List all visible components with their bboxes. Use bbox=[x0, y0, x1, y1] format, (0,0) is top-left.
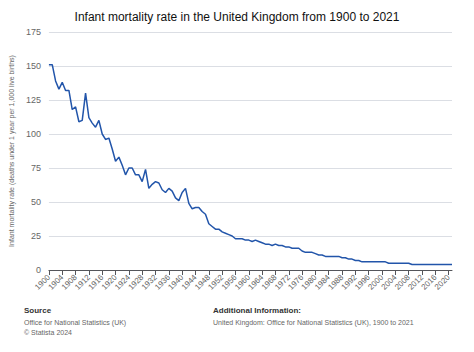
svg-text:1900: 1900 bbox=[33, 272, 53, 292]
svg-text:1972: 1972 bbox=[273, 272, 292, 292]
svg-text:Infant mortality rate (deaths: Infant mortality rate (deaths under 1 ye… bbox=[8, 55, 16, 247]
svg-text:75: 75 bbox=[31, 163, 41, 173]
svg-text:2000: 2000 bbox=[366, 272, 386, 292]
svg-text:1904: 1904 bbox=[46, 272, 66, 292]
svg-text:Office for National Statistics: Office for National Statistics (UK) bbox=[24, 319, 126, 327]
svg-text:1980: 1980 bbox=[299, 272, 319, 292]
svg-text:1924: 1924 bbox=[113, 272, 132, 292]
svg-text:1992: 1992 bbox=[339, 272, 359, 292]
svg-text:Source: Source bbox=[24, 306, 52, 315]
svg-text:1912: 1912 bbox=[73, 272, 93, 292]
svg-text:1960: 1960 bbox=[233, 272, 252, 292]
svg-text:1988: 1988 bbox=[326, 272, 346, 292]
svg-text:100: 100 bbox=[26, 129, 41, 139]
svg-text:1984: 1984 bbox=[313, 272, 332, 292]
svg-text:1928: 1928 bbox=[126, 272, 146, 292]
svg-text:1996: 1996 bbox=[353, 272, 372, 292]
svg-text:1956: 1956 bbox=[219, 272, 239, 292]
svg-text:1968: 1968 bbox=[259, 272, 279, 292]
svg-text:1976: 1976 bbox=[286, 272, 306, 292]
svg-text:Infant mortality rate in the U: Infant mortality rate in the United King… bbox=[75, 10, 400, 24]
svg-text:1940: 1940 bbox=[166, 272, 186, 292]
svg-text:2016: 2016 bbox=[419, 272, 439, 292]
svg-text:1932: 1932 bbox=[139, 272, 159, 292]
svg-text:United Kingdom: Office for Nat: United Kingdom: Office for National Stat… bbox=[213, 319, 414, 327]
svg-text:175: 175 bbox=[26, 27, 41, 37]
svg-text:1920: 1920 bbox=[99, 272, 119, 292]
svg-text:0: 0 bbox=[36, 265, 41, 275]
svg-text:50: 50 bbox=[31, 197, 41, 207]
svg-text:2008: 2008 bbox=[392, 272, 412, 292]
svg-text:Additional Information:: Additional Information: bbox=[213, 306, 301, 315]
svg-text:1916: 1916 bbox=[86, 272, 106, 292]
svg-text:© Statista 2024: © Statista 2024 bbox=[24, 329, 72, 336]
svg-text:1964: 1964 bbox=[246, 272, 266, 292]
svg-text:1936: 1936 bbox=[153, 272, 172, 292]
svg-text:2004: 2004 bbox=[379, 272, 399, 292]
svg-text:1952: 1952 bbox=[206, 272, 226, 292]
svg-text:2012: 2012 bbox=[406, 272, 426, 292]
svg-text:1944: 1944 bbox=[179, 272, 199, 292]
svg-text:25: 25 bbox=[31, 231, 41, 241]
svg-text:125: 125 bbox=[26, 95, 41, 105]
svg-text:1948: 1948 bbox=[193, 272, 212, 292]
svg-text:1908: 1908 bbox=[59, 272, 79, 292]
svg-text:150: 150 bbox=[26, 61, 41, 71]
svg-text:2020: 2020 bbox=[433, 272, 452, 291]
